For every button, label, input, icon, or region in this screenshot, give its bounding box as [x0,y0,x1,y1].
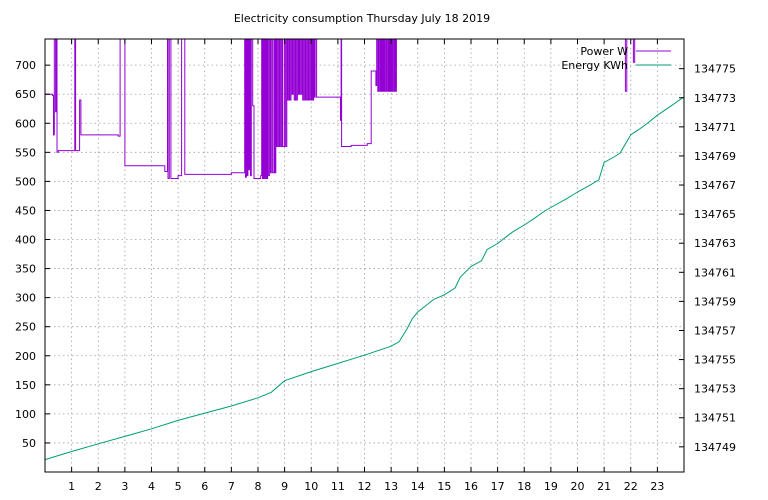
x-tick-label: 10 [304,480,318,493]
y-left-tick-label: 600 [15,117,36,130]
x-tick-label: 6 [201,480,208,493]
x-tick-label: 5 [175,480,182,493]
y-right-tick-label: 134757 [694,324,736,337]
y-left-tick-label: 550 [15,146,36,159]
x-tick-label: 12 [358,480,372,493]
series-line-energy [44,96,685,461]
x-tick-label: 22 [624,480,638,493]
y-right-tick-label: 134765 [694,208,736,221]
y-left-tick-label: 300 [15,292,36,305]
y-right-tick-label: 134761 [694,266,736,279]
x-tick-label: 15 [437,480,451,493]
y-right-tick-label: 134759 [694,295,736,308]
y-right-tick-label: 134771 [694,121,736,134]
y-right-tick-label: 134775 [694,63,736,76]
y-right-tick-label: 134751 [694,412,736,425]
y-right-tick-label: 134763 [694,237,736,250]
x-tick-label: 4 [148,480,155,493]
y-left-tick-label: 700 [15,59,36,72]
y-left-tick-label: 100 [15,408,36,421]
x-tick-label: 21 [597,480,611,493]
x-tick-label: 8 [255,480,262,493]
x-tick-label: 7 [228,480,235,493]
x-tick-label: 13 [384,480,398,493]
y-right-tick-label: 134753 [694,383,736,396]
y-left-tick-label: 500 [15,175,36,188]
x-tick-label: 20 [571,480,585,493]
y-left-tick-label: 400 [15,234,36,247]
x-tick-label: 17 [491,480,505,493]
y-left-tick-label: 350 [15,263,36,276]
y-left-tick-label: 650 [15,88,36,101]
y-right-tick-label: 134773 [694,92,736,105]
y-right-tick-label: 134755 [694,354,736,367]
chart-title: Electricity consumption Thursday July 18… [234,12,490,25]
y-left-tick-label: 250 [15,321,36,334]
x-tick-label: 14 [411,480,425,493]
x-tick-label: 3 [121,480,128,493]
y-left-tick-label: 200 [15,350,36,363]
x-tick-label: 1 [68,480,75,493]
y-right-tick-label: 134749 [694,441,736,454]
x-tick-label: 9 [281,480,288,493]
x-tick-label: 18 [517,480,531,493]
y-left-tick-label: 50 [22,437,36,450]
legend-label: Energy KWh [561,59,628,72]
x-tick-label: 2 [95,480,102,493]
y-right-tick-label: 134767 [694,179,736,192]
y-left-tick-label: 450 [15,204,36,217]
x-tick-label: 11 [331,480,345,493]
x-tick-label: 19 [544,480,558,493]
y-left-tick-label: 150 [15,379,36,392]
legend-label: Power W [580,45,628,58]
x-tick-label: 23 [650,480,664,493]
axes: 1 2 3 4 5 6 7 8 9 10 11 12 13 14 15 16 17 18 19 20 21 22 23501… [15,39,736,493]
y-right-tick-label: 134769 [694,150,736,163]
x-tick-label: 16 [464,480,478,493]
